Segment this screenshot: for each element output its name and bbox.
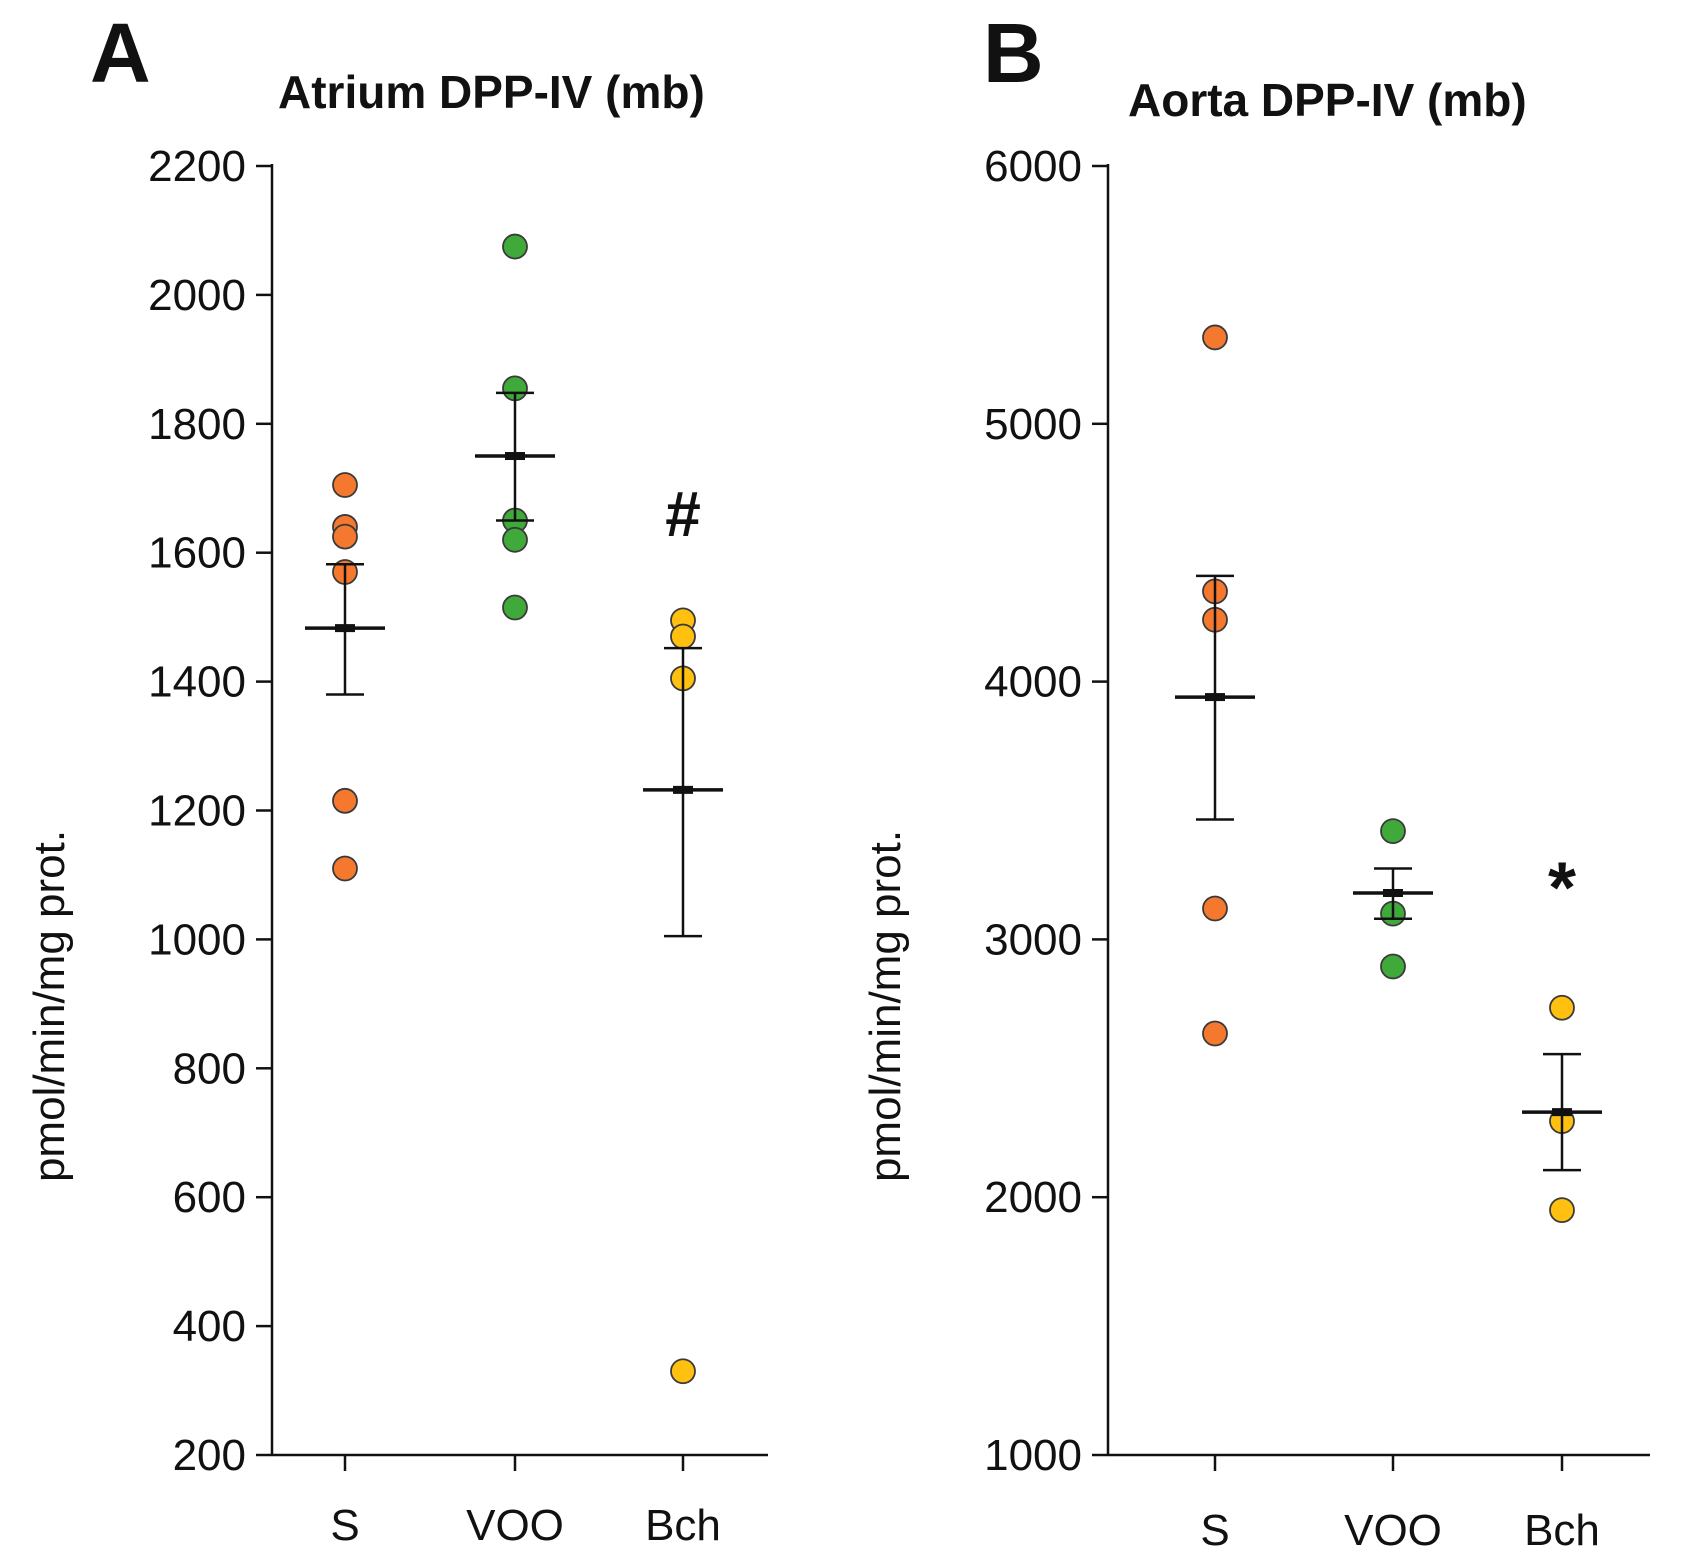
panel-a-bch-mean-marker <box>673 785 693 794</box>
panel-b-significance-marker: * <box>1548 849 1576 929</box>
panel-a-y-tick-label: 1400 <box>148 658 246 707</box>
panel-a-y-tick-label: 200 <box>173 1431 246 1480</box>
panel-b-bch-data-point <box>1549 994 1575 1021</box>
panel-b-s-data-point <box>1202 895 1228 922</box>
panel-b-voo-data-point <box>1380 818 1406 845</box>
panel-b-s-data-point <box>1202 324 1228 351</box>
panel-b-letter: B <box>983 6 1044 100</box>
panel-a-y-tick-label: 800 <box>173 1044 246 1093</box>
panel-b-title: Aorta DPP-IV (mb) <box>1128 74 1527 126</box>
panel-a-voo-mean-marker <box>505 452 525 461</box>
panel-b-y-axis-label: pmol/min/mg prot. <box>861 830 910 1182</box>
panel-a-voo-data-point <box>502 594 528 621</box>
panel-a-s-data-point <box>332 787 358 814</box>
panel-b-category-label-voo: VOO <box>1344 1506 1442 1555</box>
panel-a-y-tick-label: 1800 <box>148 400 246 449</box>
panel-b-y-tick-label: 1000 <box>984 1431 1082 1480</box>
panel-b-y-tick-label: 3000 <box>984 915 1082 964</box>
panel-a-s-data-point <box>332 472 358 498</box>
panel-a-s-mean-marker <box>335 624 355 633</box>
panel-b-bch-mean-marker <box>1552 1108 1572 1117</box>
panel-a-s-data-point <box>332 523 358 550</box>
panel-a-letter: A <box>90 6 151 100</box>
panel-a-category-label-bch: Bch <box>645 1501 721 1550</box>
panel-b-y-tick-label: 5000 <box>984 400 1082 449</box>
panel-a-y-tick-label: 2200 <box>148 142 246 191</box>
panel-a-category-label-s: S <box>330 1501 359 1550</box>
panel-a-title: Atrium DPP-IV (mb) <box>278 66 705 118</box>
panel-b-y-tick-label: 4000 <box>984 658 1082 707</box>
panel-a: A Atrium DPP-IV (mb) pmol/min/mg prot. S… <box>25 6 768 1550</box>
panel-a-category-label-voo: VOO <box>466 1501 564 1550</box>
panel-b-category-label-bch: Bch <box>1524 1506 1600 1555</box>
panel-b-voo-data-point <box>1380 953 1406 980</box>
panel-a-y-tick-label: 1000 <box>148 915 246 964</box>
panel-b-y-tick-label: 2000 <box>984 1173 1082 1222</box>
panel-b: B Aorta DPP-IV (mb) pmol/min/mg prot. S … <box>861 6 1650 1555</box>
panel-a-y-axis-label: pmol/min/mg prot. <box>25 830 74 1182</box>
panel-a-bch-data-point <box>670 623 696 650</box>
panel-b-category-label-s: S <box>1200 1506 1229 1555</box>
panel-b-s-mean-marker <box>1205 693 1225 702</box>
panel-a-y-tick-label: 1600 <box>148 529 246 578</box>
panel-a-voo-data-point <box>502 233 528 260</box>
panel-b-voo-mean-marker <box>1383 888 1403 897</box>
panel-a-y-tick-label: 400 <box>173 1302 246 1351</box>
panel-a-s-data-point <box>332 855 358 882</box>
panel-a-bch-data-point <box>670 1358 696 1385</box>
panel-a-y-tick-label: 1200 <box>148 787 246 836</box>
panel-b-bch-data-point <box>1549 1197 1575 1223</box>
panel-b-y-tick-label: 6000 <box>984 142 1082 191</box>
panel-a-significance-marker: # <box>665 478 701 550</box>
panel-b-s-data-point <box>1202 1020 1228 1047</box>
panel-a-voo-data-point <box>502 526 528 553</box>
panel-a-y-tick-label: 2000 <box>148 271 246 320</box>
panel-a-y-tick-label: 600 <box>173 1173 246 1222</box>
